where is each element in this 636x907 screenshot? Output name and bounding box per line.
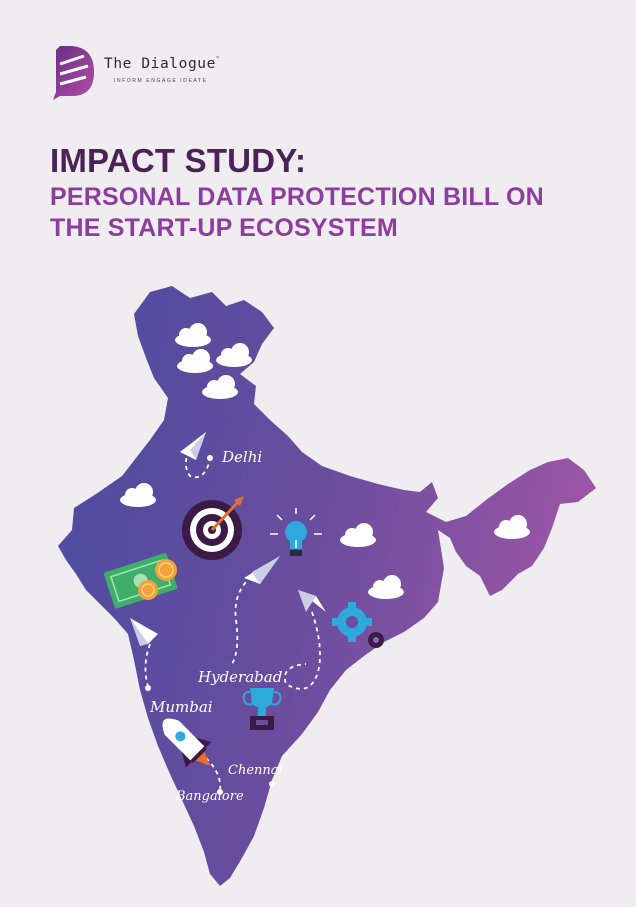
india-map-illustration: Delhi Hyderabad Mumbai Chennai Bangalore xyxy=(58,286,596,886)
coin-icon xyxy=(138,559,177,600)
brand-name: The Dialogue™ xyxy=(104,56,220,72)
title-block: IMPACT STUDY: PERSONAL DATA PROTECTION B… xyxy=(50,142,610,244)
cloud-icons xyxy=(120,323,530,599)
cloud-icon xyxy=(494,515,530,539)
brand-tagline: INFORM ENGAGE IDEATE xyxy=(114,78,208,84)
target-icon xyxy=(182,496,244,560)
rocket-icon xyxy=(162,718,212,768)
dialogue-logo-icon xyxy=(53,46,94,100)
cloud-icon xyxy=(175,323,211,347)
cloud-icon xyxy=(177,349,213,373)
city-label-delhi: Delhi xyxy=(221,448,262,466)
paper-plane-icon xyxy=(130,432,326,646)
page-subtitle: PERSONAL DATA PROTECTION BILL ON THE STA… xyxy=(50,182,610,244)
city-label-mumbai: Mumbai xyxy=(149,698,213,716)
subtitle-line-2: THE START-UP ECOSYSTEM xyxy=(50,214,398,242)
city-label-hyderabad: Hyderabad xyxy=(197,668,282,686)
page-title: IMPACT STUDY: xyxy=(50,142,307,179)
cloud-icon xyxy=(120,483,156,507)
gear-icon xyxy=(332,602,384,648)
cloud-icon xyxy=(216,343,252,367)
city-markers xyxy=(145,455,275,795)
lightbulb-icon xyxy=(270,508,322,556)
brand-logo: The Dialogue™ INFORM ENGAGE IDEATE xyxy=(52,44,252,104)
cloud-icon xyxy=(202,375,238,399)
city-label-bangalore: Bangalore xyxy=(175,789,244,804)
cloud-icon xyxy=(368,575,404,599)
subtitle-line-1: PERSONAL DATA PROTECTION BILL ON xyxy=(50,183,544,211)
cloud-icon xyxy=(340,523,376,547)
trophy-icon xyxy=(242,688,282,730)
city-label-chennai: Chennai xyxy=(228,763,283,778)
